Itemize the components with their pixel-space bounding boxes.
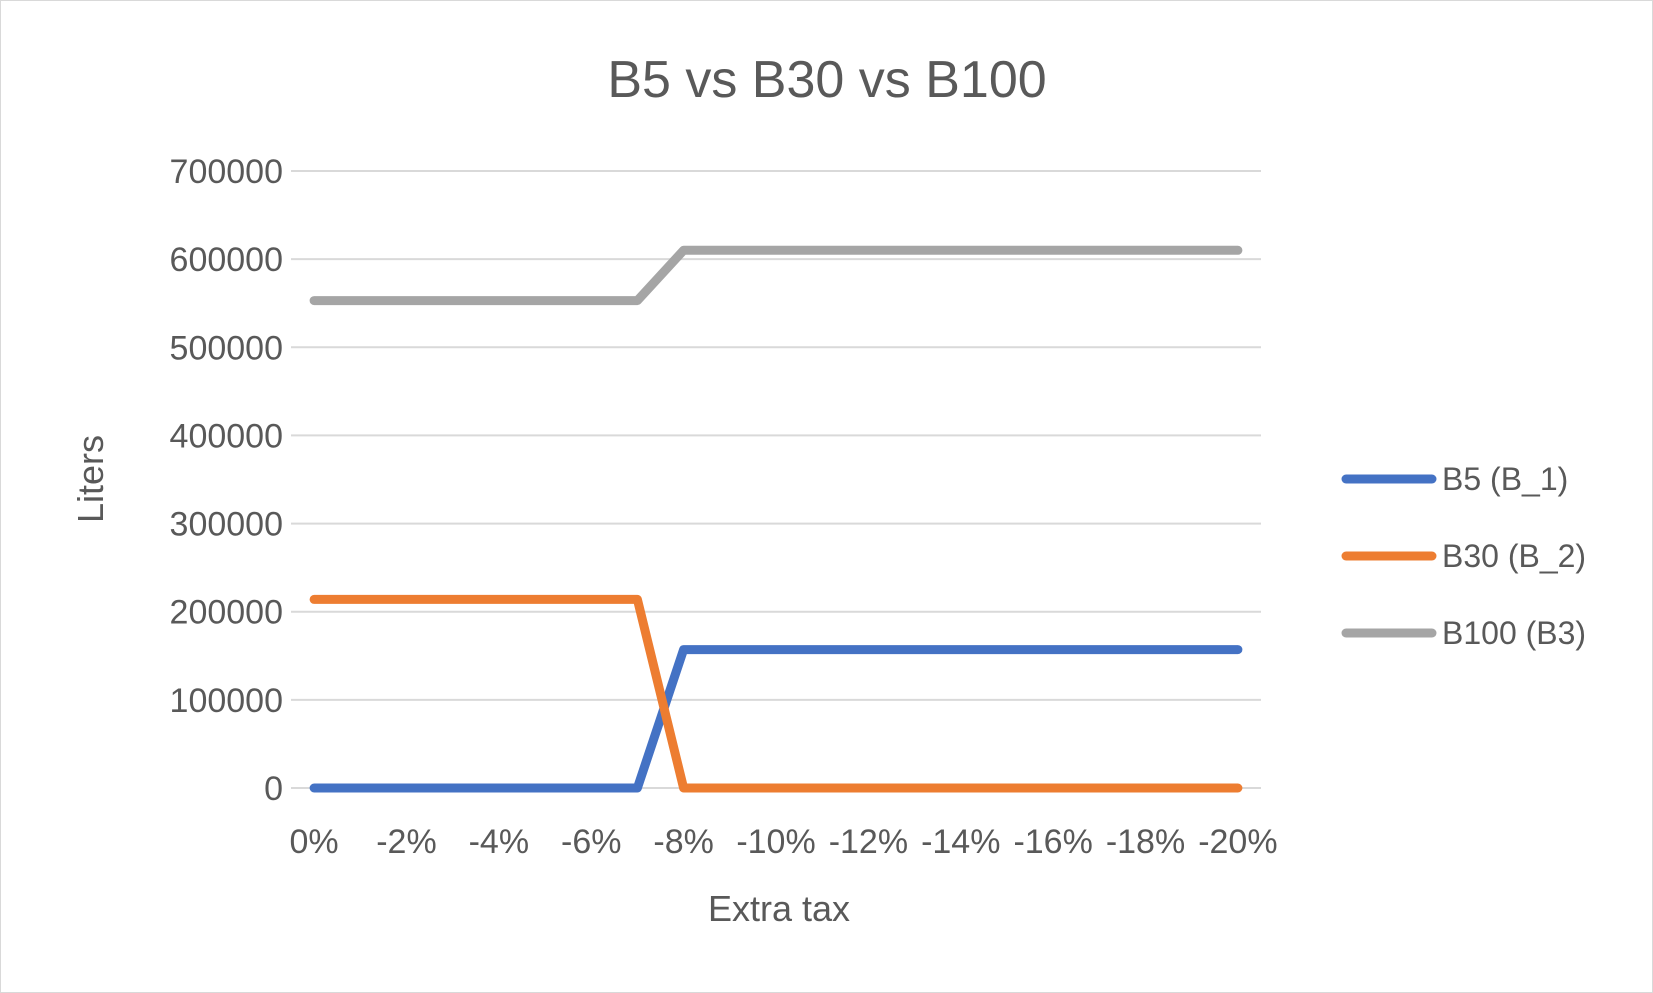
x-tick-label: -2% [376, 823, 436, 861]
x-tick-label: -14% [921, 823, 1000, 861]
x-tick-label: 0% [290, 823, 339, 861]
legend: B5 (B_1) B30 (B_2) B100 (B3) [1341, 461, 1586, 651]
series-line-3 [309, 245, 1243, 306]
y-axis-title: Liters [70, 435, 111, 523]
y-tick-label: 700000 [170, 153, 283, 191]
y-tick-label: 500000 [170, 329, 283, 367]
x-tick-label: -10% [736, 823, 815, 861]
y-tick-label: 200000 [170, 594, 283, 632]
y-tick-label: 0 [264, 770, 283, 808]
x-tick-label: -16% [1013, 823, 1092, 861]
y-tick-label: 400000 [170, 417, 283, 455]
legend-label: B5 (B_1) [1442, 461, 1568, 497]
series-line-1 [309, 645, 1243, 793]
legend-label: B30 (B_2) [1442, 538, 1586, 574]
y-tick-label: 100000 [170, 682, 283, 720]
x-tick-label: -4% [469, 823, 529, 861]
series-line-2 [309, 594, 1243, 793]
x-tick-label: -20% [1198, 823, 1277, 861]
chart-title: B5 vs B30 vs B100 [607, 51, 1046, 109]
gridlines [291, 170, 1261, 789]
x-tick-label: -8% [653, 823, 713, 861]
x-tick-label: -6% [561, 823, 621, 861]
x-tick-label: -18% [1106, 823, 1185, 861]
legend-label: B100 (B3) [1442, 615, 1586, 651]
y-axis-ticks: 0 100000 200000 300000 400000 500000 600000 700… [170, 153, 283, 808]
y-tick-label: 300000 [170, 506, 283, 544]
x-axis-ticks: 0% -2% -4% -6% -8% -10% -12% -14% -16% -18% -20% [290, 823, 1278, 861]
series-lines [309, 245, 1243, 793]
x-tick-label: -12% [829, 823, 908, 861]
x-axis-title: Extra tax [708, 888, 850, 929]
y-tick-label: 600000 [170, 241, 283, 279]
